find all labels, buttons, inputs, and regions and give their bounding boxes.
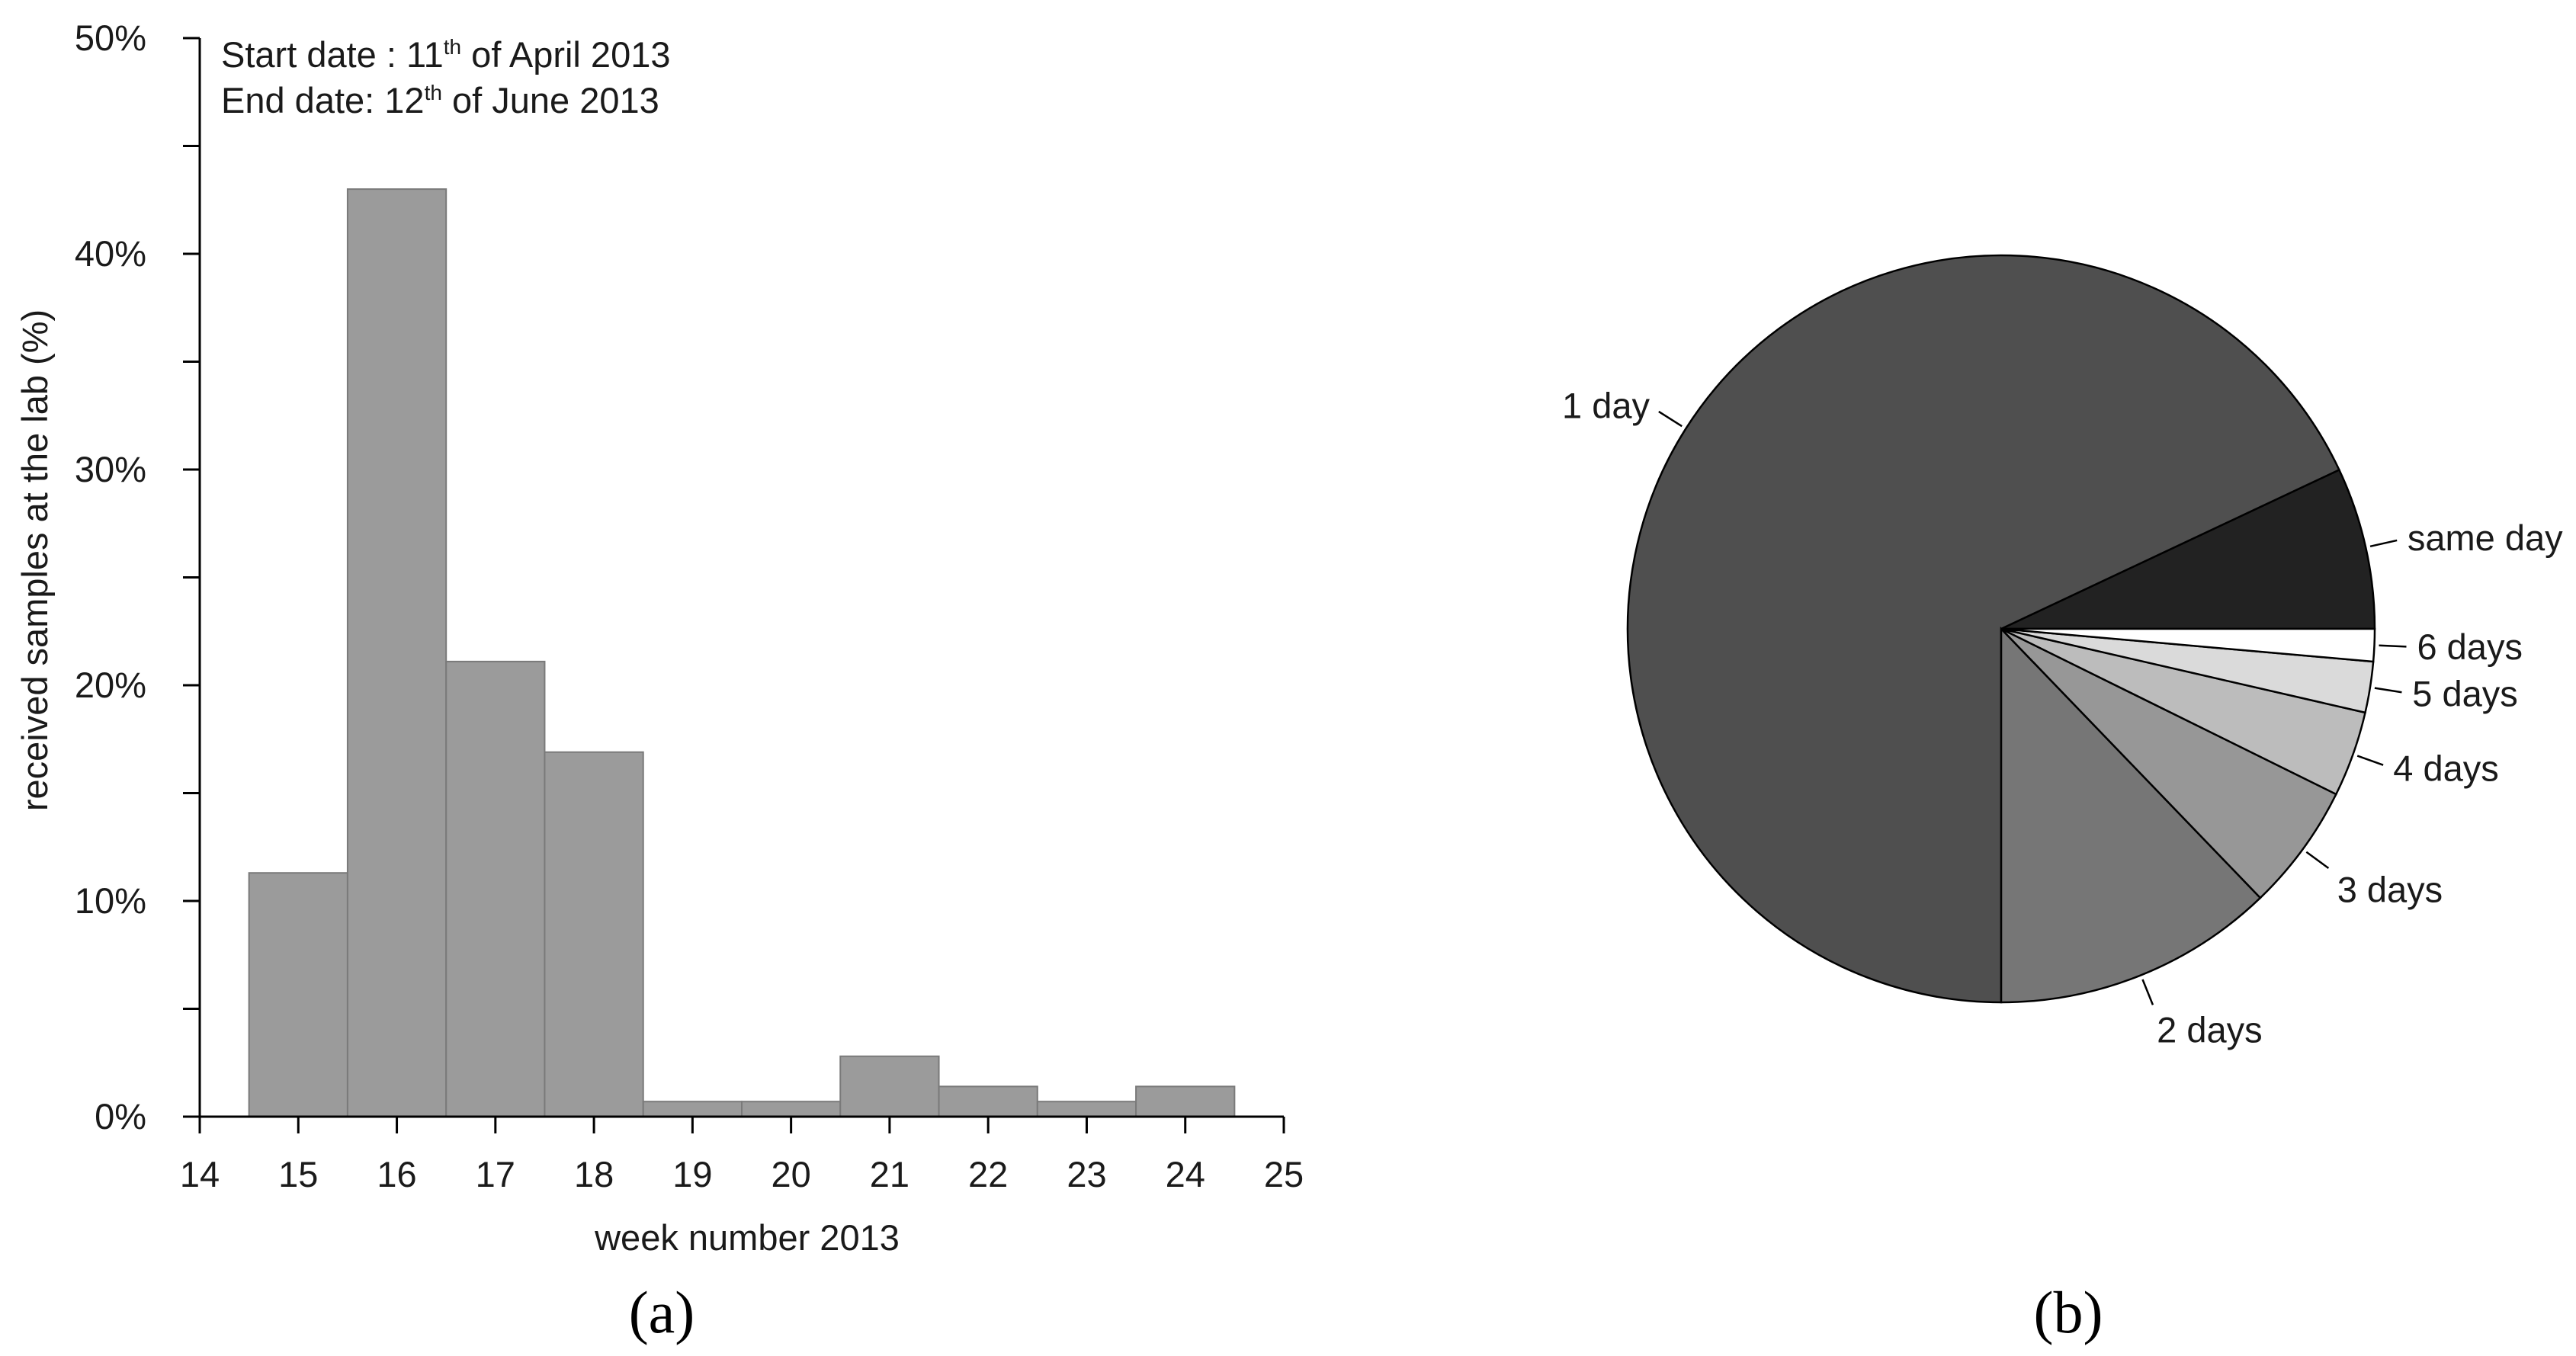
leader-line-3-days [2305, 851, 2330, 870]
bar-week-18 [544, 751, 644, 1117]
x-tick-label: 25 [1264, 1154, 1304, 1194]
x-tick-label: 20 [771, 1154, 810, 1194]
end-date-superscript: th [425, 81, 442, 104]
bar-week-24 [1135, 1085, 1236, 1118]
panel-label-a: (a) [629, 1279, 695, 1345]
end-date-annotation: End date: 12th of June 2013 [221, 80, 659, 120]
x-axis-label: week number 2013 [594, 1217, 900, 1258]
slice-label-6-days: 6 days [2417, 627, 2522, 667]
leader-line-5-days [2374, 687, 2402, 694]
bar-week-17 [445, 660, 546, 1117]
y-tick-label: 10% [75, 880, 146, 921]
slice-label-5-days: 5 days [2412, 673, 2517, 713]
y-tick-label: 20% [75, 665, 146, 705]
x-tick-label: 17 [476, 1154, 515, 1194]
x-tick-labels: 14 15 16 17 18 19 20 21 22 23 24 25 [180, 1154, 1304, 1194]
bar-week-22 [938, 1085, 1038, 1118]
y-tick-label: 0% [95, 1096, 146, 1136]
bar-week-15 [248, 872, 348, 1117]
x-tick-label: 19 [672, 1154, 712, 1194]
pie-slice-labels: same day 1 day 2 days 3 days 4 days 5 days 6 d… [1562, 385, 2563, 1050]
x-tick-label: 21 [870, 1154, 909, 1194]
x-tick-label: 24 [1166, 1154, 1205, 1194]
x-tick-label: 23 [1067, 1154, 1106, 1194]
bar-week-20 [741, 1101, 842, 1117]
slice-label-4-days: 4 days [2393, 748, 2498, 788]
start-date-suffix: of April 2013 [461, 34, 670, 75]
leader-line-1-day [1658, 410, 1683, 428]
leader-line-same-day [2369, 539, 2398, 548]
leader-line-4-days [2356, 755, 2384, 766]
slice-label-same-day: same day [2408, 518, 2563, 558]
y-tick-labels: 0% 10% 20% 30% 40% 50% [75, 18, 146, 1136]
slice-label-3-days: 3 days [2337, 869, 2443, 909]
y-tick-label: 50% [75, 18, 146, 58]
start-date-annotation: Start date : 11th of April 2013 [221, 34, 670, 75]
x-tick-label: 18 [574, 1154, 614, 1194]
histogram-panel: 0% 10% 20% 30% 40% 50% 14 15 16 17 18 19 20 21 22 23 24… [14, 18, 1304, 1345]
y-tick-label: 40% [75, 233, 146, 274]
leader-line-6-days [2379, 644, 2407, 648]
start-date-superscript: th [444, 35, 461, 59]
pie-slice-2-days [2000, 626, 2262, 1004]
slice-label-2-days: 2 days [2157, 1009, 2262, 1050]
bar-week-21 [839, 1055, 940, 1118]
panel-label-b: (b) [2034, 1279, 2103, 1345]
pie-slice-3-days [2000, 627, 2338, 899]
bar-week-23 [1036, 1101, 1137, 1117]
pie-slices [1626, 254, 2376, 1004]
histogram-axes [183, 37, 1285, 1133]
pie-slice-6-days [2000, 627, 2376, 663]
slice-label-1-day: 1 day [1562, 385, 1650, 425]
bar-week-19 [642, 1101, 743, 1117]
start-date-prefix: Start date : 11 [221, 34, 444, 75]
x-tick-label: 16 [377, 1154, 416, 1194]
x-tick-label: 14 [180, 1154, 220, 1194]
leader-line-2-days [2141, 979, 2154, 1005]
pie-slice-same-day [2000, 468, 2376, 630]
x-tick-label: 22 [968, 1154, 1008, 1194]
end-date-suffix: of June 2013 [442, 80, 659, 120]
pie-leader-lines [1658, 410, 2407, 1005]
histogram-bars [248, 188, 1236, 1118]
y-axis-label: received samples at the lab (%) [14, 309, 55, 811]
x-tick-label: 15 [278, 1154, 318, 1194]
end-date-prefix: End date: 12 [221, 80, 425, 120]
y-tick-label: 30% [75, 449, 146, 489]
pie-slice-1-day [1626, 254, 2341, 1004]
pie-panel: same day 1 day 2 days 3 days 4 days 5 days 6 d… [1562, 254, 2563, 1345]
bar-week-16 [346, 188, 448, 1118]
